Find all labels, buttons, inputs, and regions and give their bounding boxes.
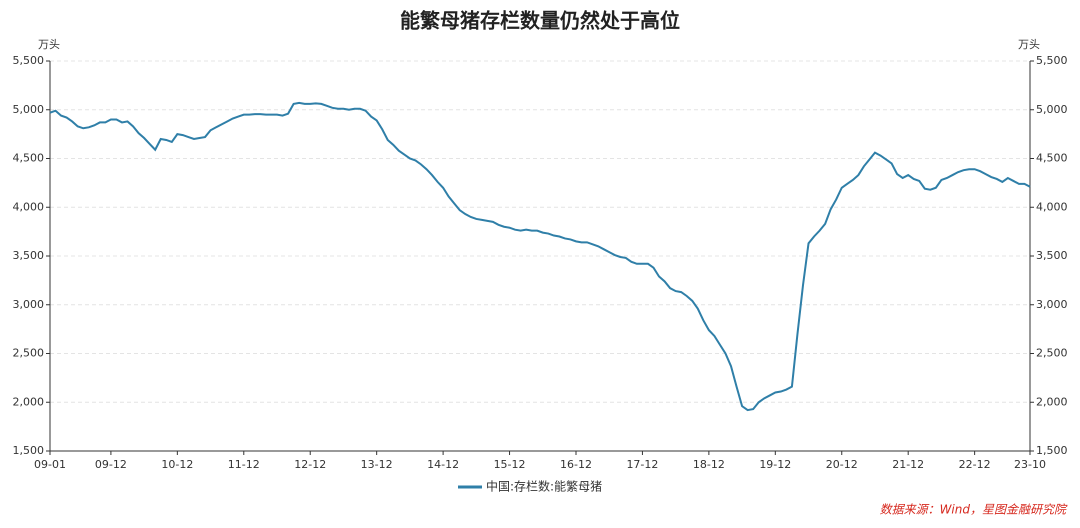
x-tick-label: 15-12	[494, 458, 526, 471]
y-tick-label: 4,000	[13, 200, 45, 213]
y2-tick-label: 5,000	[1036, 103, 1068, 116]
y-tick-label: 1,500	[13, 444, 45, 457]
y2-unit: 万头	[1018, 38, 1040, 51]
x-tick-label: 19-12	[759, 458, 791, 471]
legend-label: 中国:存栏数:能繁母猪	[486, 479, 602, 494]
x-tick-label: 16-12	[560, 458, 592, 471]
x-tick-label: 09-12	[95, 458, 127, 471]
y2-tick-label: 2,500	[1036, 347, 1068, 360]
y-tick-label: 3,500	[13, 249, 45, 262]
y-tick-label: 5,000	[13, 103, 45, 116]
y-tick-label: 4,500	[13, 152, 45, 165]
y-tick-label: 2,000	[13, 395, 45, 408]
series-line	[49, 101, 1031, 412]
y2-tick-label: 5,500	[1036, 54, 1068, 67]
x-tick-label: 21-12	[892, 458, 924, 471]
x-tick-label: 12-12	[294, 458, 326, 471]
y2-tick-label: 1,500	[1036, 444, 1068, 457]
y-tick-label: 3,000	[13, 298, 45, 311]
y2-tick-label: 3,000	[1036, 298, 1068, 311]
source-note: 数据来源：Wind，星图金融研究院	[880, 503, 1068, 517]
x-tick-label: 22-12	[959, 458, 991, 471]
y2-tick-label: 2,000	[1036, 395, 1068, 408]
x-tick-label: 11-12	[228, 458, 260, 471]
y-unit: 万头	[38, 38, 60, 51]
x-tick-label: 10-12	[161, 458, 193, 471]
x-tick-label: 09-01	[34, 458, 66, 471]
x-tick-label: 23-10	[1014, 458, 1046, 471]
y2-tick-label: 4,000	[1036, 200, 1068, 213]
y-tick-label: 5,500	[13, 54, 45, 67]
y2-tick-label: 4,500	[1036, 152, 1068, 165]
x-tick-label: 18-12	[693, 458, 725, 471]
y2-tick-label: 3,500	[1036, 249, 1068, 262]
x-tick-label: 20-12	[826, 458, 858, 471]
y-tick-label: 2,500	[13, 347, 45, 360]
x-tick-label: 14-12	[427, 458, 459, 471]
chart-title: 能繁母猪存栏数量仍然处于高位	[400, 9, 680, 33]
x-tick-label: 17-12	[626, 458, 658, 471]
x-tick-label: 13-12	[361, 458, 393, 471]
